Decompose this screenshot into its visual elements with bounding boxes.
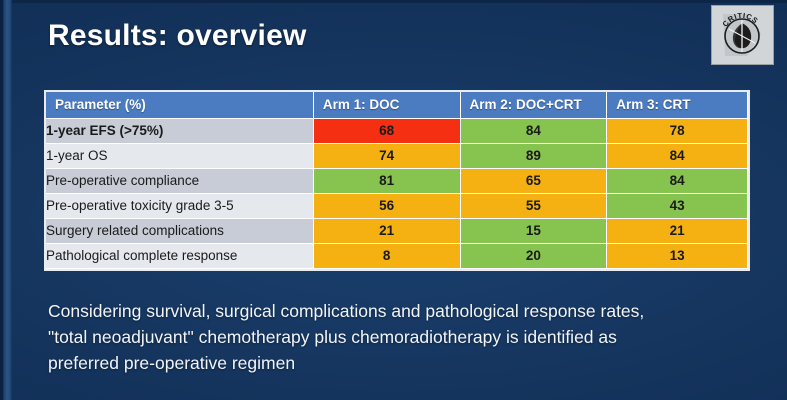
cell-value: 74 [313,143,461,169]
slide-left-accent-band [3,0,12,400]
column-header-parameter: Parameter (%) [46,92,314,119]
cell-value: 68 [313,118,461,144]
cell-value: 81 [313,168,461,194]
conclusion-line-3: preferred pre-operative regimen [48,353,296,373]
row-label: Pre-operative compliance [46,168,314,194]
column-header-arm2: Arm 2: DOC+CRT [460,92,608,119]
cell-value: 84 [606,168,748,194]
cell-value: 21 [313,218,461,244]
conclusion-text: Considering survival, surgical complicat… [48,298,748,376]
cell-value: 13 [606,243,748,269]
column-header-arm1: Arm 1: DOC [313,92,461,119]
cell-value: 89 [460,143,608,169]
row-label: 1-year OS [46,143,314,169]
conclusion-line-2: "total neoadjuvant" chemotherapy plus ch… [48,327,617,347]
table-row: 1-year OS 74 89 84 [46,143,748,169]
table-row: Pre-operative toxicity grade 3-5 56 55 4… [46,193,748,219]
cell-value: 21 [606,218,748,244]
table-row: Pathological complete response 8 20 13 [46,243,748,269]
cell-value: 55 [460,193,608,219]
row-label: 1-year EFS (>75%) [46,118,314,144]
table-row: Surgery related complications 21 15 21 [46,218,748,244]
cell-value: 78 [606,118,748,144]
table-header-row: Parameter (%) Arm 1: DOC Arm 2: DOC+CRT … [46,92,748,119]
critics-logo: CRITICS [711,5,774,65]
cell-value: 65 [460,168,608,194]
results-table: Parameter (%) Arm 1: DOC Arm 2: DOC+CRT … [44,90,750,271]
cell-value: 84 [606,143,748,169]
column-header-arm3: Arm 3: CRT [606,92,748,119]
cell-value: 56 [313,193,461,219]
cell-value: 8 [313,243,461,269]
row-label: Surgery related complications [46,218,314,244]
slide-left-edge [0,0,3,400]
page-title: Results: overview [48,19,307,52]
table-row: 1-year EFS (>75%) 68 84 78 [46,118,748,144]
slide-top-edge [0,0,787,3]
conclusion-line-1: Considering survival, surgical complicat… [48,301,645,321]
cell-value: 43 [606,193,748,219]
table-row: Pre-operative compliance 81 65 84 [46,168,748,194]
cell-value: 20 [460,243,608,269]
row-label: Pathological complete response [46,243,314,269]
cell-value: 15 [460,218,608,244]
row-label: Pre-operative toxicity grade 3-5 [46,193,314,219]
cell-value: 84 [460,118,608,144]
